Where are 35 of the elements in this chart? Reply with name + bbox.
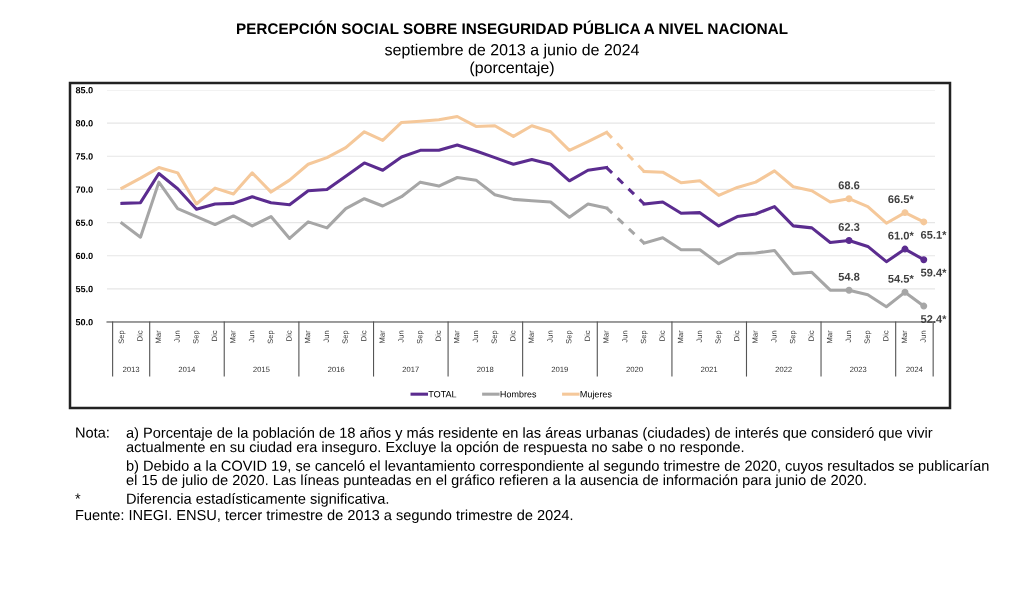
point	[901, 245, 909, 253]
data-label: 66.5*	[888, 195, 914, 204]
legend-label: TOTAL	[428, 391, 457, 398]
data-label: 52.4*	[920, 315, 947, 323]
chart-subtitle: septiembre de 2013 a junio de 2024 (porcentaje)	[385, 43, 639, 77]
data-label: 61.0*	[888, 231, 914, 240]
point	[901, 209, 909, 217]
y-tick-label: 80.0	[75, 120, 93, 127]
data-label: 68.6	[838, 181, 860, 190]
legend-label: Hombres	[500, 390, 537, 398]
point	[845, 195, 853, 203]
data-label: 59.4*	[920, 268, 947, 277]
y-tick-label: 70.0	[75, 186, 93, 193]
point	[920, 218, 928, 226]
y-tick-label: 55.0	[75, 285, 93, 293]
point	[845, 236, 853, 244]
y-tick-label: 60.0	[75, 252, 93, 260]
y-tick-label: 75.0	[75, 153, 93, 160]
point	[920, 256, 928, 264]
point	[845, 286, 853, 294]
point	[901, 288, 909, 296]
y-tick-label: 85.0	[75, 86, 93, 94]
data-label: 65.1*	[920, 230, 947, 239]
y-tick-label: 65.0	[75, 219, 93, 226]
y-tick-label: 50.0	[75, 318, 93, 326]
text: * Diferencia estadísticamente significativa.	[75, 493, 389, 507]
point	[920, 302, 928, 310]
text: b) Debido a la COVID 19, se canceló el levantamiento correspondiente al segundo trimestre de 2020, cuyos resultados se publicarían el 15 de julio de 2020. Las líneas punteadas en el gráfico refieren a la ausencia de información para junio de 2020.	[126, 460, 989, 489]
data-label: 54.5*	[888, 274, 914, 283]
data-label: 62.3	[838, 223, 860, 231]
data-label: 54.8	[838, 272, 860, 281]
legend-label: Mujeres	[580, 390, 612, 400]
source-note: Fuente: INEGI. ENSU, tercer trimestre de 2013 a segundo trimestre de 2024.	[76, 509, 573, 524]
chart-title: PERCEPCIÓN SOCIAL SOBRE INSEGURIDAD PÚBLICA A NIVEL NACIONAL	[237, 20, 788, 35]
text: Nota: a) Porcentaje de la población de 18 años y más residente en las áreas urbanas (ciudades) de interés que consideró que vivir actualmente en su ciudad era inseguro. Excluye la opción de respuesta no sabe o no responde.	[76, 427, 933, 456]
